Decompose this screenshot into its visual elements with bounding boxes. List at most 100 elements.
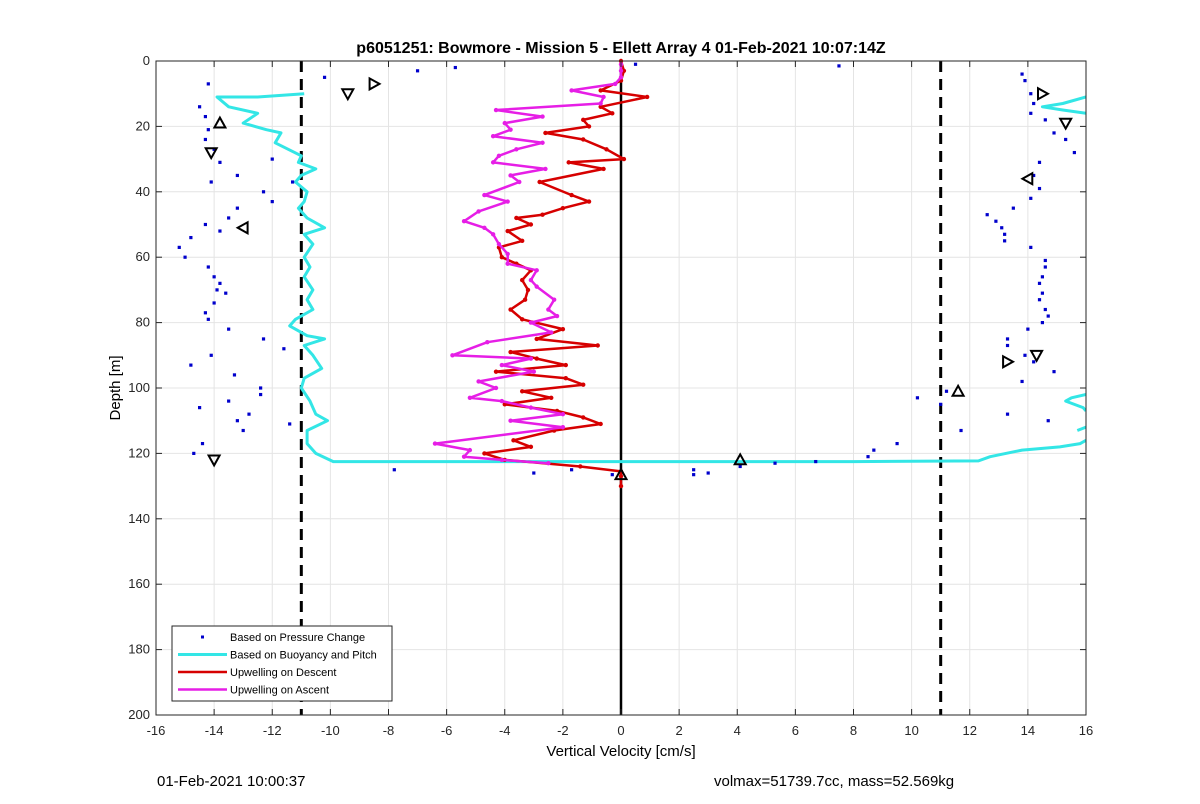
pressure-point (247, 412, 251, 416)
legend-label: Based on Buoyancy and Pitch (230, 650, 377, 662)
y-tick-label: 180 (128, 642, 150, 657)
triangle-marker-right (1002, 354, 1016, 369)
ascent-point (517, 179, 522, 185)
pressure-point (212, 301, 216, 305)
x-tick-label: 10 (904, 723, 918, 738)
descent-point (644, 94, 650, 100)
descent-point (621, 156, 627, 162)
ascent-point (476, 209, 481, 214)
y-tick-label: 80 (136, 315, 150, 330)
chart-title: p6051251: Bowmore - Mission 5 - Ellett A… (356, 40, 886, 57)
y-tick-label: 20 (136, 118, 150, 133)
ascent-point (485, 340, 490, 345)
descent-point (618, 483, 624, 489)
ascent-point (499, 398, 505, 404)
pressure-point (212, 147, 216, 151)
pressure-point (837, 64, 841, 68)
descent-point (525, 287, 531, 293)
ascent-point (543, 166, 548, 172)
footer-volume-mass: volmax=51739.7cc, mass=52.569kg (714, 773, 955, 790)
footer-start-time: 01-Feb-2021 10:00:37 (157, 773, 306, 790)
pressure-point (610, 473, 614, 477)
pressure-point (1003, 232, 1007, 236)
triangle-marker-down (340, 88, 355, 102)
pressure-point (1052, 370, 1056, 374)
descent-point (528, 444, 534, 450)
x-tick-label: -2 (557, 723, 569, 738)
pressure-point (1052, 131, 1056, 135)
ascent-point (482, 192, 487, 198)
descent-point (519, 317, 525, 322)
pressure-point (1037, 281, 1042, 285)
pressure-point (1005, 343, 1010, 348)
ascent-point (618, 68, 624, 74)
pressure-point (282, 347, 286, 351)
pressure-point (532, 471, 536, 475)
pressure-point (288, 422, 292, 426)
x-tick-label: -10 (321, 723, 340, 738)
y-tick-label: 120 (128, 445, 150, 460)
pressure-point (212, 275, 216, 279)
ascent-point (476, 379, 481, 384)
descent-point (534, 336, 539, 342)
pressure-point (203, 114, 208, 119)
pressure-point (322, 75, 327, 79)
descent-point (537, 179, 542, 185)
pressure-point (1005, 412, 1010, 416)
ascent-point (482, 225, 487, 230)
ascent-point (528, 277, 534, 283)
pressure-point (1029, 245, 1033, 249)
pressure-point (1023, 353, 1027, 357)
descent-point (598, 421, 603, 427)
series-pressure-dots (177, 62, 1076, 477)
pressure-point (939, 402, 943, 406)
ascent-point (560, 411, 566, 417)
descent-point (598, 88, 603, 93)
pressure-point (261, 190, 266, 194)
x-axis-title: Vertical Velocity [cm/s] (546, 743, 695, 760)
ascent-point (549, 330, 554, 335)
descent-point (505, 228, 510, 234)
pressure-point (203, 137, 208, 142)
pressure-point (235, 173, 239, 178)
descent-point (508, 349, 513, 355)
ascent-point (493, 107, 499, 113)
descent-point (563, 362, 568, 368)
descent-point (581, 415, 586, 420)
x-tick-label: 12 (963, 723, 977, 738)
pressure-point (1037, 160, 1042, 164)
triangle-marker-down (1029, 349, 1044, 363)
descent-point (586, 199, 592, 204)
pressure-point (177, 245, 181, 249)
pressure-point (189, 363, 193, 367)
pressure-point (994, 219, 998, 223)
descent-point (566, 160, 571, 165)
pressure-point (227, 216, 231, 220)
descent-point (543, 130, 548, 136)
ascent-point (534, 284, 539, 289)
y-tick-label: 100 (128, 380, 150, 395)
y-tick-label: 60 (136, 249, 150, 264)
pressure-point (1037, 186, 1042, 191)
descent-point (581, 117, 586, 123)
pressure-point (1064, 137, 1068, 142)
descent-point (549, 395, 554, 401)
ascent-point (560, 425, 566, 430)
pressure-point (959, 428, 963, 433)
triangle-marker-up (613, 467, 629, 481)
descent-point (569, 192, 574, 198)
x-tick-label: 0 (617, 723, 624, 738)
pressure-point (1026, 327, 1030, 331)
ascent-point (514, 147, 519, 152)
x-tick-label: -14 (205, 723, 224, 738)
pressure-point (235, 419, 239, 423)
pressure-point (224, 291, 228, 295)
buoyancy-line-segment (1040, 95, 1086, 115)
descent-point (493, 369, 499, 374)
ascent-point (540, 140, 545, 145)
ascent-point (508, 418, 513, 423)
legend-label: Based on Pressure Change (230, 632, 365, 644)
pressure-point (189, 235, 193, 240)
pressure-point (1032, 173, 1036, 178)
pressure-point (1032, 101, 1036, 106)
